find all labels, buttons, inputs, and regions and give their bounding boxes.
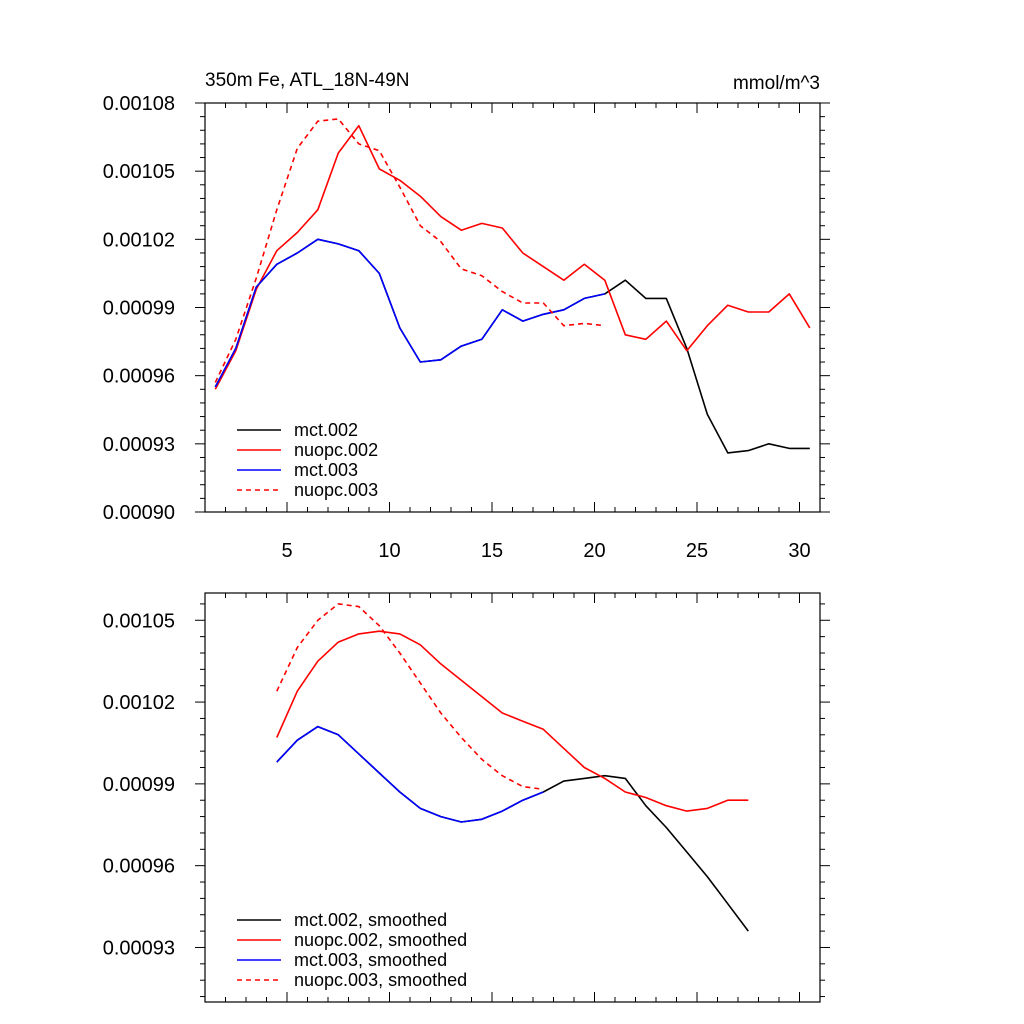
- legend-label: nuopc.002: [294, 440, 378, 460]
- legend-label: nuopc.002, smoothed: [294, 930, 467, 950]
- y-tick-label: 0.00105: [103, 161, 175, 183]
- series-line-nuopc-002-smoothed: [276, 630, 749, 812]
- chart-title-right: mmol/m^3: [733, 73, 820, 94]
- y-tick-label: 0.00096: [103, 856, 175, 878]
- legend-label: mct.003, smoothed: [294, 950, 447, 970]
- x-tick-label: 5: [281, 540, 292, 562]
- series-line-nuopc-002: [214, 124, 811, 390]
- series-line-mct-003-smoothed: [276, 725, 544, 823]
- legend-label: nuopc.003, smoothed: [294, 970, 467, 990]
- y-tick-label: 0.00108: [103, 93, 175, 115]
- chart-title-left: 350m Fe, ATL_18N-49N: [205, 70, 410, 91]
- y-tick-label: 0.00093: [103, 937, 175, 959]
- y-tick-label: 0.00102: [103, 692, 175, 714]
- y-tick-label: 0.00102: [103, 229, 175, 251]
- x-tick-label: 10: [378, 540, 400, 562]
- legend-label: mct.002: [294, 420, 358, 440]
- legend-label: mct.003: [294, 460, 358, 480]
- y-tick-label: 0.00105: [103, 610, 175, 632]
- y-tick-label: 0.00096: [103, 366, 175, 388]
- x-tick-label: 25: [686, 540, 708, 562]
- series-line-mct-003: [214, 238, 605, 388]
- series-group: [214, 118, 811, 454]
- y-tick-label: 0.00099: [103, 774, 175, 796]
- x-tick-label: 20: [583, 540, 605, 562]
- y-tick-label: 0.00090: [103, 502, 175, 524]
- series-line-nuopc-003-smoothed: [276, 603, 544, 791]
- bottom-panel: 0.00093 0.00096 0.00099 0.00102 0.00105 mct.0…: [103, 592, 830, 1003]
- y-tick-label: 0.00093: [103, 434, 175, 456]
- legend-label: mct.002, smoothed: [294, 910, 447, 930]
- x-tick-label: 15: [481, 540, 503, 562]
- series-group: [276, 603, 749, 932]
- y-tick-label: 0.00099: [103, 298, 175, 320]
- legend-label: nuopc.003: [294, 480, 378, 500]
- x-tick-label: 30: [788, 540, 810, 562]
- top-panel: 5 10 15 20 25 30 0.00090 0.00093 0.00096 0.00099 0…: [103, 70, 830, 562]
